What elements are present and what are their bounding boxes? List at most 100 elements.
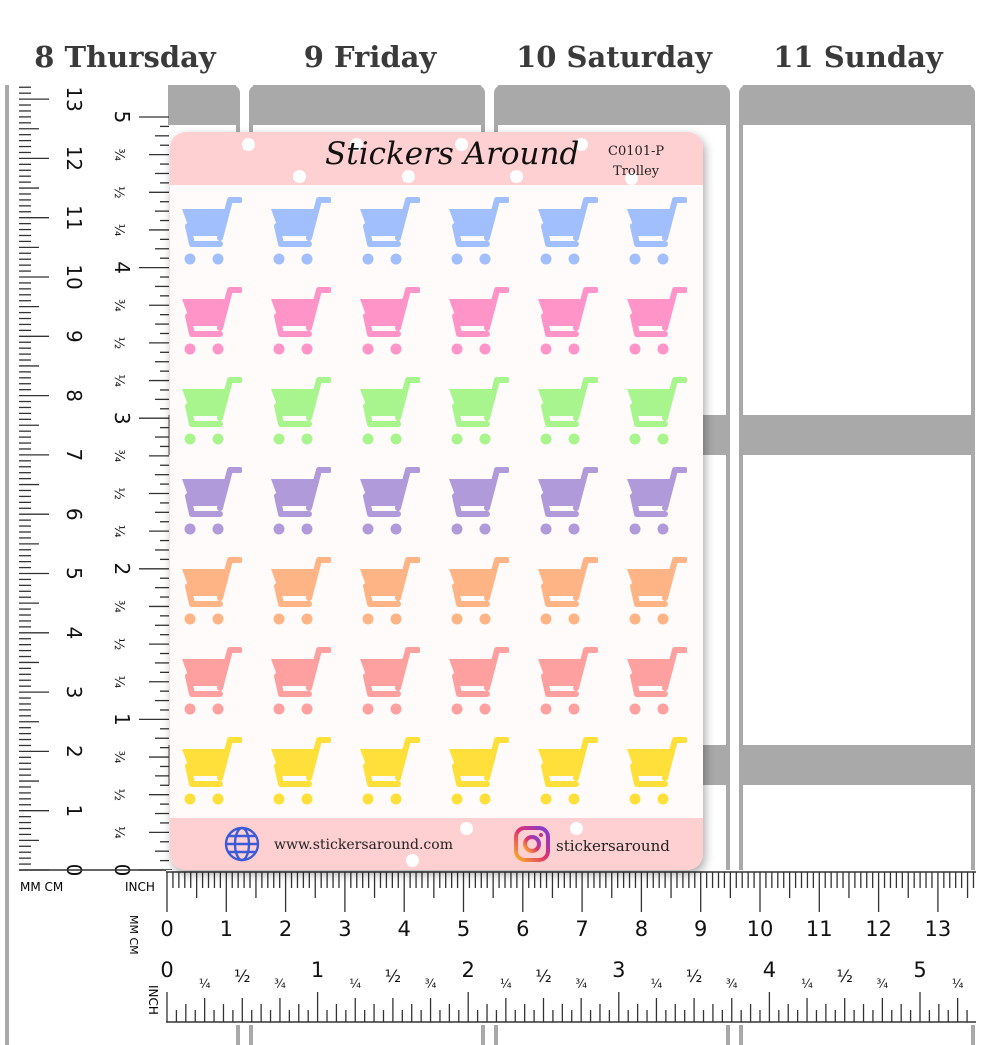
shopping-cart-icon: [627, 377, 687, 445]
inch-fraction: ½: [686, 967, 702, 987]
shopping-cart-icon: [627, 287, 687, 355]
inch-fraction: ½: [111, 186, 126, 199]
shopping-cart-icon: [360, 557, 420, 625]
inch-number: 5: [110, 111, 134, 124]
product-name: Trolley: [613, 164, 660, 179]
inch-fraction: ½: [836, 967, 852, 987]
cm-number: 7: [62, 449, 86, 462]
website-text: www.stickersaround.com: [274, 837, 453, 853]
shopping-cart-icon: [538, 197, 598, 265]
cm-number: 8: [635, 917, 648, 941]
inch-fraction: ¾: [726, 977, 738, 991]
cm-number: 3: [338, 917, 351, 941]
shopping-cart-icon: [271, 467, 331, 535]
inch-fraction: ¼: [952, 977, 964, 991]
inch-fraction: ¾: [111, 751, 126, 764]
inch-fraction: ½: [111, 788, 126, 801]
shopping-cart-icon: [182, 737, 242, 805]
inch-fraction: ¼: [111, 826, 126, 839]
inch-fraction: ¼: [111, 675, 126, 688]
inch-fraction: ¾: [111, 299, 126, 312]
inch-fraction: ¼: [111, 525, 126, 538]
inch-number: 0: [160, 958, 173, 982]
inch-fraction: ¾: [877, 977, 889, 991]
day-header-sunday: 11 Sunday: [773, 40, 943, 74]
cm-number: 11: [62, 205, 86, 230]
inch-fraction: ¼: [801, 977, 813, 991]
inch-fraction: ¾: [425, 977, 437, 991]
inch-fraction: ¼: [651, 977, 663, 991]
shopping-cart-icon: [538, 647, 598, 715]
inch-number: 4: [110, 261, 134, 274]
cm-number: 3: [62, 686, 86, 699]
sheet-code: C0101-P Trolley: [608, 142, 664, 182]
cm-number: 1: [220, 917, 233, 941]
inch-fraction: ½: [385, 967, 401, 987]
mm-cm-label: MM CM: [20, 880, 64, 894]
cm-number: 10: [62, 264, 86, 289]
cm-number: 5: [62, 567, 86, 580]
cm-number: 11: [806, 917, 833, 941]
inch-number: 4: [763, 958, 776, 982]
day-header-friday: 9 Friday: [303, 40, 437, 74]
shopping-cart-icon: [449, 557, 509, 625]
shopping-cart-icon: [449, 287, 509, 355]
inch-fraction: ¼: [500, 977, 512, 991]
shopping-cart-icon: [271, 647, 331, 715]
shopping-cart-icon: [538, 737, 598, 805]
cm-number: 12: [62, 146, 86, 171]
shopping-cart-icon: [360, 377, 420, 445]
cm-number: 9: [62, 330, 86, 343]
inch-number: 3: [612, 958, 625, 982]
shopping-cart-icon: [271, 737, 331, 805]
sheet-title: Stickers Around: [325, 136, 580, 172]
shopping-cart-icon: [449, 647, 509, 715]
cm-number: 12: [865, 917, 892, 941]
inch-fraction: ¾: [111, 600, 126, 613]
shopping-cart-icon: [182, 377, 242, 445]
shopping-cart-icon: [360, 197, 420, 265]
shopping-cart-icon: [627, 557, 687, 625]
cm-number: 13: [62, 86, 86, 111]
cm-number: 10: [747, 917, 774, 941]
inch-fraction: ¼: [111, 224, 126, 237]
inch-fraction: ¾: [575, 977, 587, 991]
cm-number: 13: [925, 917, 952, 941]
inch-fraction: ½: [111, 337, 126, 350]
shopping-cart-icon: [271, 197, 331, 265]
instagram-icon: [514, 826, 550, 862]
sheet-header: [170, 132, 703, 185]
shopping-cart-icon: [360, 647, 420, 715]
inch-fraction: ¼: [199, 977, 211, 991]
shopping-cart-icon: [538, 467, 598, 535]
shopping-cart-icon: [449, 197, 509, 265]
shopping-cart-icon: [449, 377, 509, 445]
cm-number: 8: [62, 389, 86, 402]
shopping-cart-icon: [627, 737, 687, 805]
shopping-cart-icon: [538, 557, 598, 625]
shopping-cart-icon: [360, 737, 420, 805]
cm-number: 4: [398, 917, 411, 941]
shopping-cart-icon: [360, 467, 420, 535]
inch-fraction: ¼: [111, 374, 126, 387]
inch-fraction: ½: [111, 638, 126, 651]
inch-number: 2: [110, 562, 134, 575]
shopping-cart-icon: [182, 467, 242, 535]
shopping-cart-icon: [627, 467, 687, 535]
cm-number: 6: [62, 508, 86, 521]
cm-number: 0: [160, 917, 173, 941]
shopping-cart-icon: [627, 647, 687, 715]
inch-number: 1: [110, 713, 134, 726]
cm-number: 4: [62, 626, 86, 639]
shopping-cart-icon: [182, 557, 242, 625]
shopping-cart-icon: [182, 197, 242, 265]
sticker-sheet: Stickers Around C0101-P Trolley www.stick…: [170, 132, 703, 870]
shopping-cart-icon: [360, 287, 420, 355]
inch-number: 3: [110, 412, 134, 425]
shopping-cart-icon: [271, 377, 331, 445]
cm-number: 5: [457, 917, 470, 941]
instagram-handle: stickersaround: [556, 837, 670, 855]
shopping-cart-icon: [449, 467, 509, 535]
shopping-cart-icon: [182, 647, 242, 715]
shopping-cart-icon: [271, 557, 331, 625]
